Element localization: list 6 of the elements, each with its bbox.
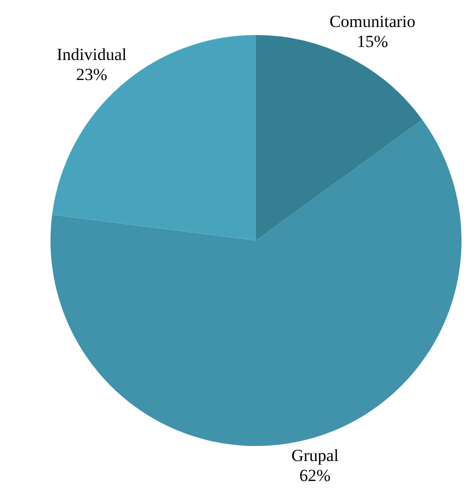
data-label: 23% [76, 64, 108, 84]
slice-label: Grupal [291, 446, 339, 466]
data-label: 62% [299, 466, 331, 486]
data-label: 15% [356, 32, 388, 51]
slice-label: Individual [56, 44, 127, 64]
slice-label: Comunitario [329, 12, 416, 31]
